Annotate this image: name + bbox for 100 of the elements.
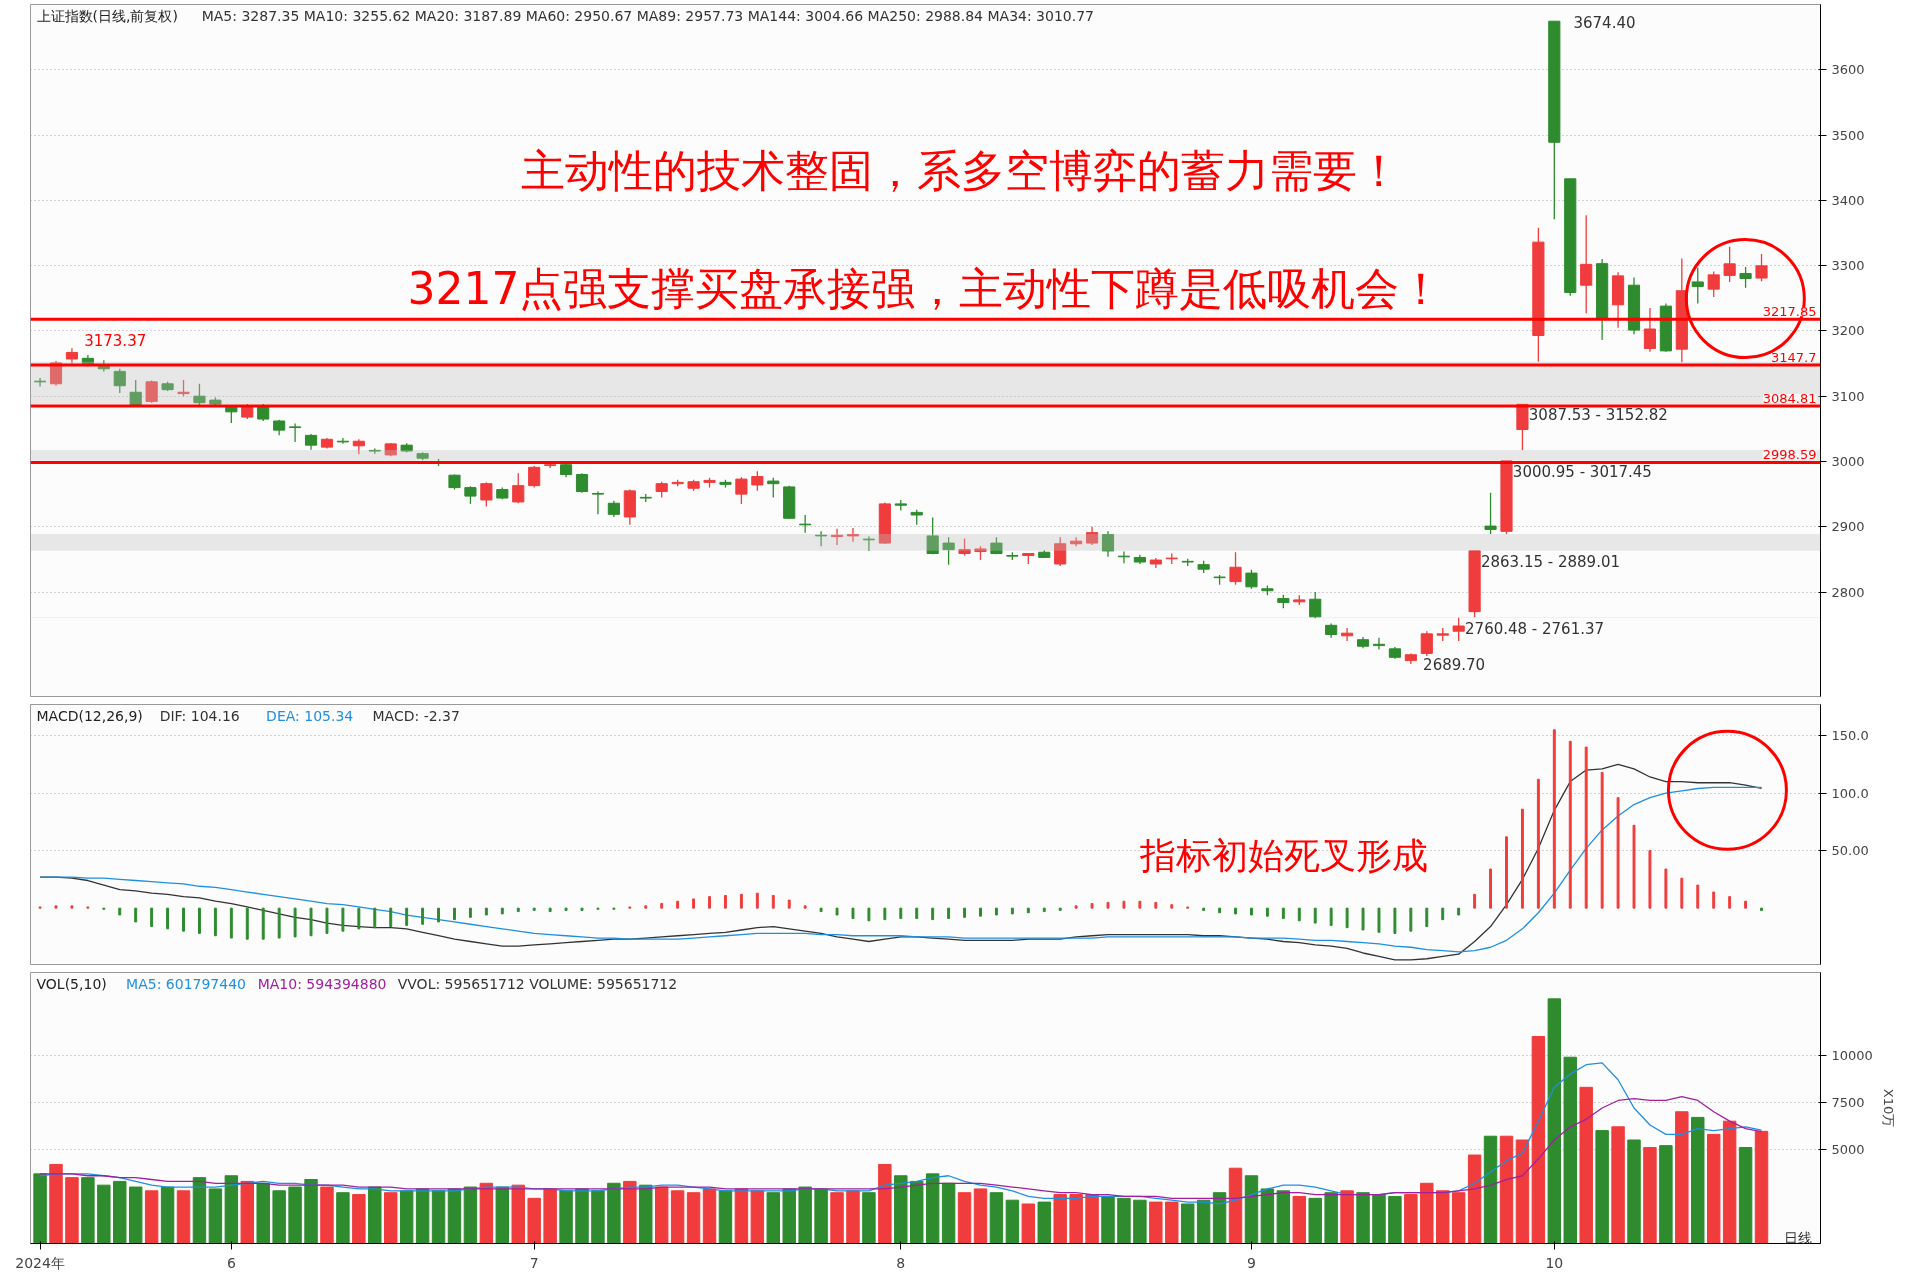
bar <box>1196 1199 1211 1244</box>
ref-line-label: 2998.59 <box>1762 447 1817 463</box>
candlestick <box>1420 630 1433 657</box>
candlestick <box>735 476 748 505</box>
candlestick <box>1484 492 1497 535</box>
bar <box>1180 1203 1195 1244</box>
bar <box>224 1175 239 1244</box>
candlestick <box>1723 246 1736 283</box>
bar <box>1149 1201 1163 1244</box>
bar <box>559 1190 573 1244</box>
bar <box>1420 1182 1434 1244</box>
band-label: 2863.15 - 2889.01 <box>1480 552 1621 571</box>
bar <box>1706 1133 1721 1244</box>
candlestick <box>1117 550 1131 564</box>
bar <box>320 1186 334 1244</box>
y-tick-label: 3400 <box>1831 192 1865 208</box>
bar <box>1563 1056 1577 1244</box>
bar <box>894 1175 908 1244</box>
bar <box>81 1177 95 1244</box>
bar <box>670 1190 685 1244</box>
x-tick-label: 9 <box>1247 1254 1256 1271</box>
bar <box>399 1190 414 1244</box>
ref-line-label: 3084.81 <box>1762 391 1817 407</box>
bar <box>1467 1154 1482 1244</box>
candlestick <box>926 516 939 555</box>
bar <box>607 1182 621 1244</box>
bar <box>1675 1111 1689 1244</box>
candlestick <box>1755 253 1768 282</box>
bar <box>176 1190 191 1244</box>
candlestick <box>1707 270 1720 298</box>
band-label: 3087.53 - 3152.82 <box>1528 406 1668 425</box>
bar <box>734 1188 749 1244</box>
bar <box>1053 1194 1067 1244</box>
bar <box>1659 1145 1673 1244</box>
candlestick <box>1229 551 1242 586</box>
bar <box>463 1186 478 1244</box>
ref-line-label: 3217.85 <box>1762 304 1817 320</box>
y-tick-label: 10000 <box>1831 1047 1873 1063</box>
annotation: 3217点强支撑买盘承接强，主动性下蹲是低吸机会！ <box>407 262 1444 314</box>
bar <box>862 1192 876 1244</box>
text: MA5: 601797440 <box>126 975 247 992</box>
line-series <box>39 786 1763 953</box>
chart-subtitle: MACD: -2.37 <box>372 707 460 724</box>
bar <box>798 1186 812 1244</box>
candlestick <box>129 379 142 407</box>
bar <box>192 1177 207 1244</box>
candlestick <box>512 472 525 504</box>
bar <box>1451 1192 1466 1244</box>
candlestick <box>193 383 206 407</box>
chart-title: VOL(5,10) <box>36 975 107 992</box>
bar <box>1069 1194 1083 1244</box>
bar <box>1499 1135 1514 1244</box>
bar <box>304 1179 318 1244</box>
y-tick-label: 2800 <box>1831 584 1865 600</box>
bar <box>1547 998 1562 1244</box>
bar <box>1531 1035 1546 1244</box>
candlestick <box>1580 214 1593 314</box>
bar <box>1627 1139 1641 1244</box>
bar <box>1404 1194 1418 1244</box>
text: MA10: 594394880 <box>257 975 387 992</box>
bar <box>447 1188 462 1244</box>
y-tick-label: 7500 <box>1831 1094 1865 1110</box>
candlestick <box>528 465 541 489</box>
bar <box>1754 1130 1769 1244</box>
bar <box>415 1188 430 1244</box>
bar <box>1722 1120 1737 1244</box>
y-tick-label: 3600 <box>1831 62 1865 78</box>
bar <box>941 1182 956 1244</box>
annotation: 指标初始死叉形成 <box>1138 834 1428 876</box>
bar <box>1133 1199 1147 1244</box>
ref-line-label: 3147.7 <box>1771 350 1817 366</box>
annotation: 2689.70 <box>1423 655 1486 674</box>
candlestick <box>1054 536 1067 567</box>
candlestick <box>352 438 365 455</box>
y-tick-label: 3500 <box>1831 127 1865 143</box>
bar <box>97 1184 111 1244</box>
bar <box>639 1184 653 1244</box>
bar <box>766 1192 780 1244</box>
bar <box>479 1182 494 1244</box>
y-tick-label: 150.0 <box>1831 728 1869 744</box>
y-tick-label: 3100 <box>1831 388 1865 404</box>
text: DIF: 104.16 <box>159 707 240 724</box>
candlestick <box>289 422 302 443</box>
bar <box>575 1188 589 1244</box>
bar <box>1483 1135 1498 1244</box>
bar <box>1611 1126 1625 1244</box>
bar <box>272 1190 286 1244</box>
bar <box>750 1190 765 1244</box>
y-axis-title: X10万 <box>1880 1088 1896 1128</box>
bar <box>1643 1147 1657 1244</box>
band-label: 2760.48 - 2761.37 <box>1465 619 1605 638</box>
bar <box>925 1173 940 1244</box>
x-tick-label: 2024年 <box>15 1254 65 1271</box>
bar <box>144 1190 159 1244</box>
y-tick-label: 50.00 <box>1831 843 1869 859</box>
bar <box>256 1182 270 1244</box>
y-tick-label: 5000 <box>1831 1141 1865 1157</box>
annotation: 主动性的技术整固，系多空博弈的蓄力需要！ <box>521 145 1402 197</box>
x-tick-label: 8 <box>896 1254 906 1271</box>
bar <box>1340 1190 1354 1244</box>
